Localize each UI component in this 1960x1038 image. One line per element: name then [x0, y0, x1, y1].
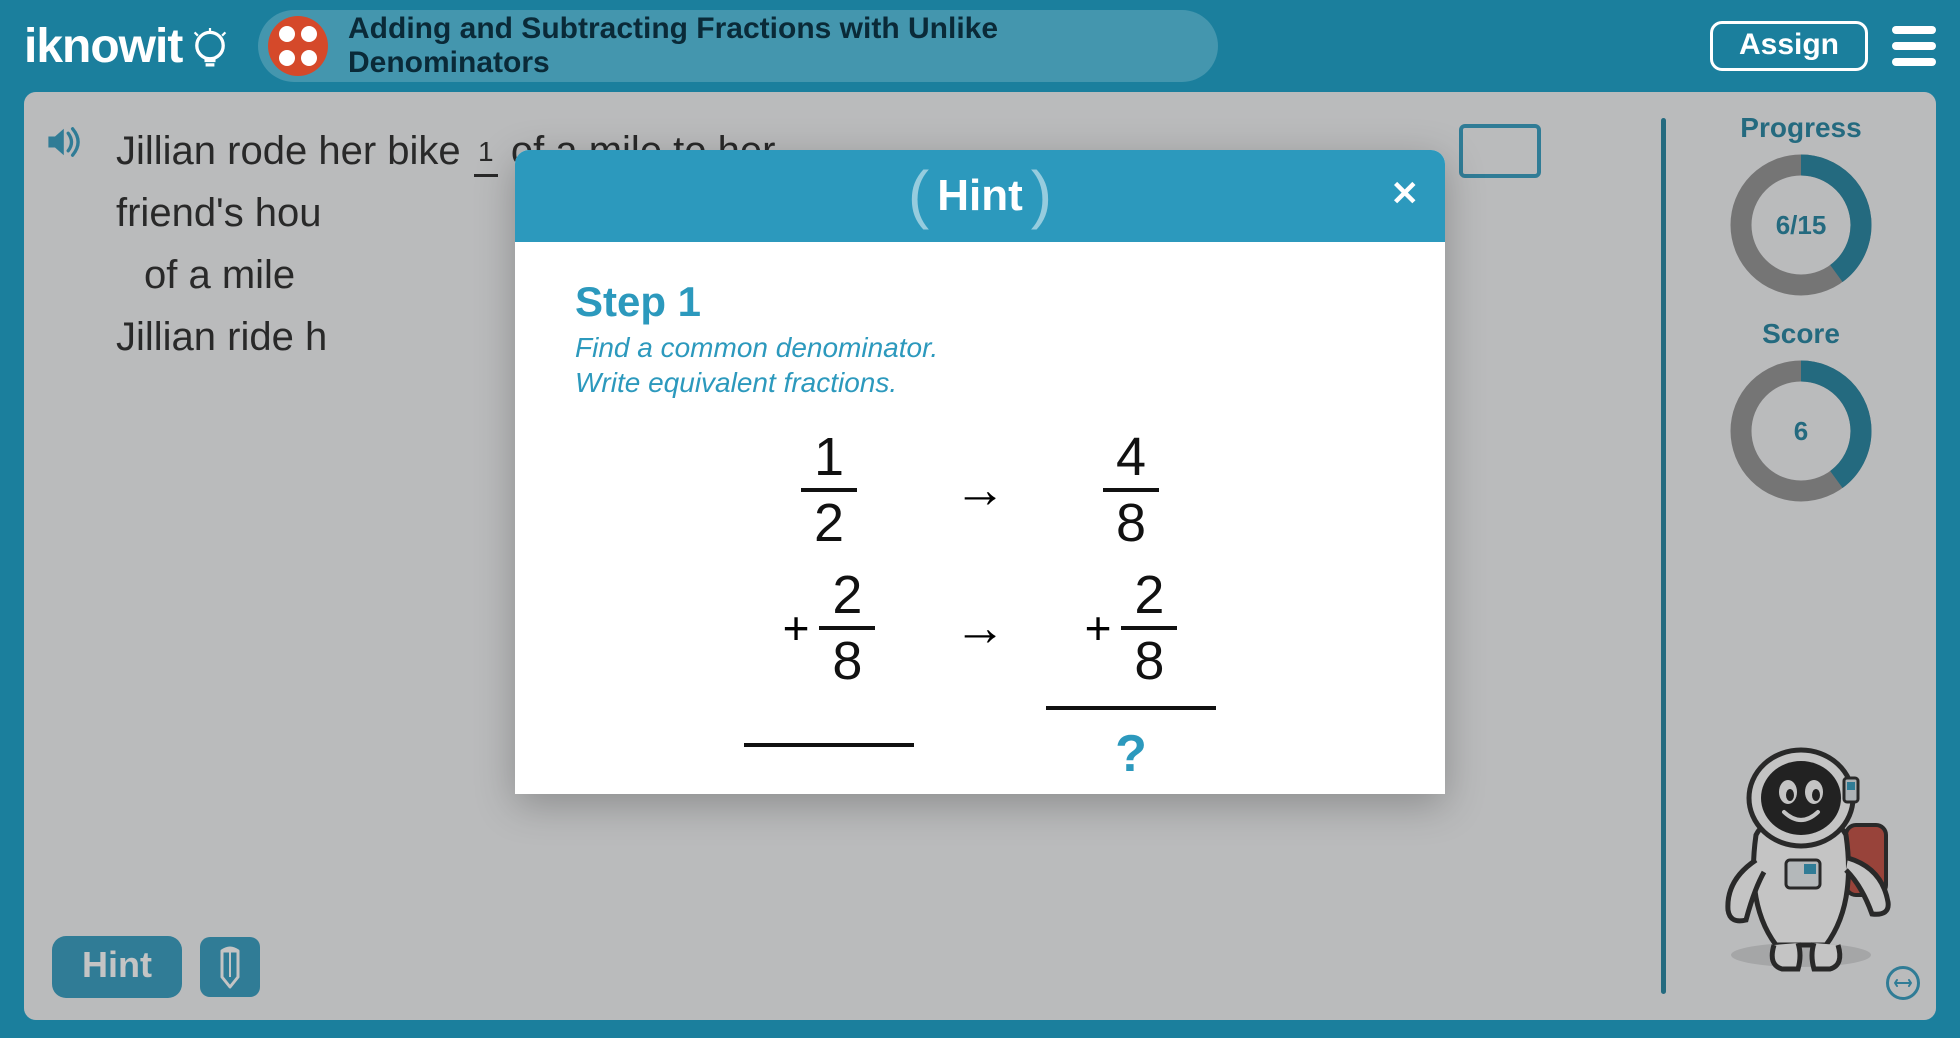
frac-left-bot: 2 8: [819, 568, 875, 688]
lightbulb-icon: [188, 28, 232, 72]
score-value: 6: [1726, 356, 1876, 506]
arrow-icon: →: [935, 460, 1025, 520]
header-controls: Assign: [1710, 21, 1936, 71]
topbar: iknowit Adding and Subtracting Fractions…: [0, 0, 1960, 92]
paren-left: (: [900, 157, 937, 231]
hint-button[interactable]: Hint: [52, 936, 182, 998]
logo-text: iknowit: [24, 19, 182, 74]
equals-bar-right: [1046, 706, 1216, 710]
score-label: Score: [1762, 318, 1840, 350]
swap-mascot-icon[interactable]: [1886, 966, 1920, 1000]
lesson-pill: Adding and Subtracting Fractions with Un…: [258, 10, 1218, 82]
equals-bar-left: [744, 743, 914, 747]
answer-input[interactable]: [1459, 124, 1541, 178]
progress-ring: 6/15: [1726, 150, 1876, 300]
paren-right: ): [1023, 157, 1060, 231]
arrow-icon: →: [935, 598, 1025, 658]
lesson-difficulty-icon: [268, 16, 328, 76]
progress-label: Progress: [1740, 112, 1861, 144]
sidebar: Progress 6/15 Score 6: [1666, 92, 1936, 1020]
plus-op-left: +: [783, 601, 810, 655]
hint-modal-title: Hint: [937, 171, 1023, 221]
hint-modal: ( Hint ) ✕ Step 1 Find a common denomina…: [515, 150, 1445, 794]
q-line4: Jillian ride h: [116, 315, 327, 359]
score-ring: 6: [1726, 356, 1876, 506]
q-line1-prefix: Jillian rode her bike: [116, 129, 461, 173]
q-fraction: 1: [474, 130, 498, 176]
logo[interactable]: iknowit: [24, 19, 254, 74]
audio-icon[interactable]: [44, 120, 88, 164]
frac-right-top: 4 8: [1103, 430, 1159, 550]
step-subtext: Find a common denominator. Write equival…: [575, 330, 1385, 400]
hint-modal-body: Step 1 Find a common denominator. Write …: [515, 242, 1445, 794]
q-line3: of a mile: [116, 253, 295, 297]
hint-math: 1 2 → 4 8 +: [710, 430, 1250, 784]
bottom-tools: Hint: [52, 936, 260, 998]
q-line2: friend's hou: [116, 191, 322, 235]
mascot-astronaut: [1686, 740, 1916, 980]
scratchpad-button[interactable]: [200, 937, 260, 997]
lesson-title: Adding and Subtracting Fractions with Un…: [348, 12, 1190, 80]
menu-icon[interactable]: [1892, 26, 1936, 66]
progress-value: 6/15: [1726, 150, 1876, 300]
pencil-icon: [212, 945, 248, 989]
frac-left-top: 1 2: [801, 430, 857, 550]
hint-modal-header: ( Hint ) ✕: [515, 150, 1445, 242]
assign-button[interactable]: Assign: [1710, 21, 1868, 71]
step-heading: Step 1: [575, 278, 1385, 326]
close-icon[interactable]: ✕: [1391, 174, 1420, 214]
answer-placeholder: ?: [1031, 724, 1231, 784]
frac-right-bot: 2 8: [1121, 568, 1177, 688]
plus-op-right: +: [1085, 601, 1112, 655]
